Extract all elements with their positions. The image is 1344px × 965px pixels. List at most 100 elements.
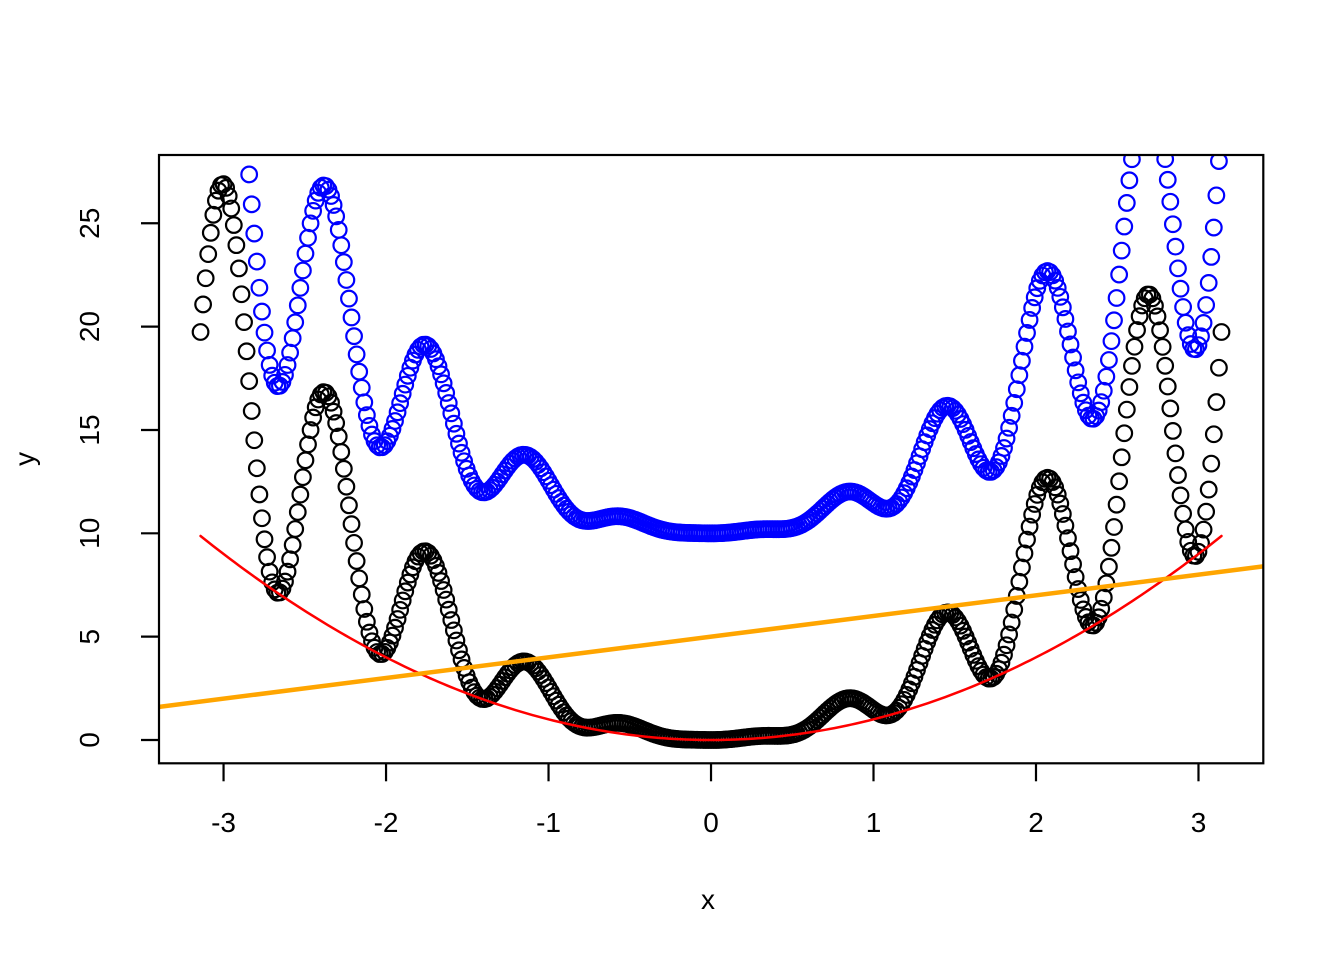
blue-scatter-point [260,356,279,374]
black-scatter-point [1059,529,1077,548]
blue-scatter-point [340,289,358,308]
y-axis-tick-label: 0 [74,732,105,748]
series-black-scatter [191,175,1231,749]
blue-scatter-point [1053,298,1072,317]
black-scatter-point [1112,448,1131,467]
axes-layer: -3 -2 -1 0 1 2 3 0 5 10 15 20 25 [74,208,1206,838]
blue-scatter-point [1197,296,1216,314]
blue-scatter-point [1002,406,1021,425]
blue-scatter-point [1112,241,1131,260]
black-scatter-point [286,520,305,538]
blue-scatter-point [198,64,214,80]
blue-scatter-point [206,0,222,16]
blue-scatter-point [1152,116,1168,132]
blue-scatter-point [386,412,404,430]
blue-scatter-point [1194,314,1213,332]
black-scatter-point [1023,505,1042,524]
blue-scatter-point [337,271,356,289]
black-scatter-point [1015,544,1034,563]
blue-scatter-point [278,356,297,374]
blue-scatter-point [437,384,456,402]
black-scatter-point [1176,520,1195,539]
blue-scatter-point [253,302,271,321]
black-scatter-point [1048,485,1067,504]
black-scatter-point [1146,296,1164,315]
blue-scatter-point [388,403,407,422]
blue-scatter-point [334,253,353,271]
black-scatter-point [299,435,317,454]
blue-scatter-point [247,252,266,271]
black-scatter-point [444,621,463,640]
black-scatter-point [1071,591,1090,609]
blue-scatter-point [1000,418,1019,437]
black-scatter-point [997,636,1016,655]
blue-scatter-point [270,376,289,395]
blue-scatter-point [360,416,379,435]
y-axis-tick-label: 20 [74,311,105,342]
black-scatter-point [1171,486,1190,505]
blue-scatter-point [299,228,317,247]
black-scatter-point [317,383,335,402]
blue-scatter-point [1210,155,1228,170]
blue-scatter-point [286,313,305,332]
blue-scatter-point [398,366,417,385]
black-scatter-point [230,259,248,278]
black-scatter-point [1117,400,1136,419]
blue-scatter-point [1092,393,1111,412]
blue-scatter-point [1059,322,1077,341]
blue-scatter-point [1145,84,1161,100]
blue-scatter-point [195,90,211,106]
black-scatter-point [1199,480,1218,499]
blue-scatter-point [1156,155,1175,169]
blue-scatter-point [276,365,294,384]
black-scatter-point [1204,425,1223,444]
blue-scatter-point [239,137,255,153]
black-scatter-point [439,600,458,619]
black-scatter-point [360,623,379,642]
blue-scatter-point [1064,348,1082,367]
x-axis-tick-label: 0 [703,807,719,838]
black-scatter-point [227,236,246,255]
blue-scatter-point [1142,80,1158,96]
y-axis-tick-label: 15 [74,414,105,445]
black-scatter-point [534,670,553,688]
black-scatter-point [237,342,256,361]
black-scatter-point [340,496,358,515]
blue-scatter-point [234,80,250,96]
black-scatter-point [1115,424,1134,443]
black-scatter-point [1053,505,1072,523]
black-scatter-point [247,459,266,478]
black-scatter-point [1212,323,1231,341]
black-scatter-point [199,245,218,264]
x-axis-tick-label: -2 [374,807,399,838]
blue-scatter-point [1046,271,1065,290]
blue-scatter-point [1166,237,1185,256]
black-scatter-point [1158,377,1177,396]
blue-scatter-point [1123,155,1141,169]
black-scatter-point [337,477,356,496]
black-scatter-point [327,414,346,432]
black-scatter-point [1174,504,1193,523]
blue-scatter-point [1134,91,1150,107]
blue-scatter-point [391,394,410,413]
blue-scatter-point [245,224,264,243]
blue-scatter-point [345,327,363,346]
black-scatter-point [450,641,468,660]
black-scatter-point [393,591,412,610]
black-scatter-point [201,223,220,242]
blue-scatter-point [357,406,376,424]
blue-scatter-point [301,214,320,233]
black-scatter-point [1125,337,1144,356]
blue-scatter-point [447,424,466,443]
blue-scatter-point [1204,218,1223,237]
black-scatter-point [1018,530,1036,549]
blue-scatter-point [1071,384,1090,403]
black-scatter-point [432,572,450,590]
black-scatter-point [270,583,289,602]
black-scatter-point [1151,321,1169,340]
blue-scatter-point [226,11,242,27]
black-scatter-point [1013,558,1031,577]
black-scatter-point [222,199,241,218]
blue-scatter-point [294,261,312,280]
